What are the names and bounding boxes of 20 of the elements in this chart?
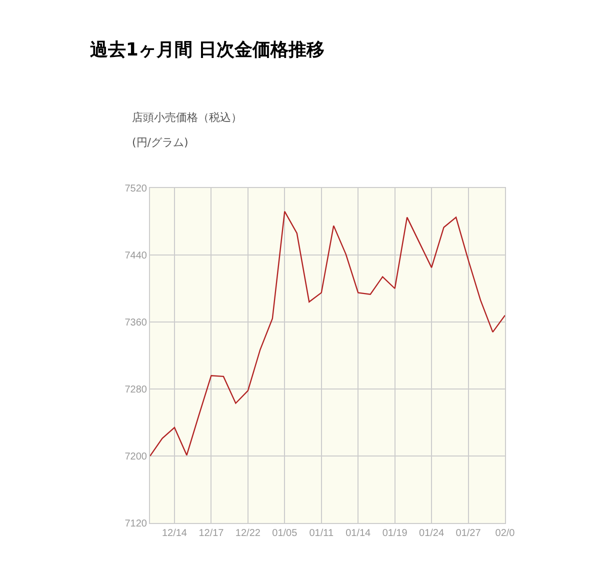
x-tick-label: 12/14 xyxy=(162,528,188,539)
y-tick-label: 7200 xyxy=(124,452,148,462)
chart-title: 過去1ヶ月間 日次金価格推移 xyxy=(88,40,325,61)
y-tick-label: 7440 xyxy=(124,250,148,262)
x-tick-label: 01/27 xyxy=(456,528,482,539)
x-tick-label: 12/17 xyxy=(198,528,224,539)
x-tick-label: 01/14 xyxy=(346,528,372,539)
chart-subtitle: 店頭小売価格（税込） xyxy=(132,111,242,124)
line-series xyxy=(150,210,505,457)
x-tick-label: 01/05 xyxy=(272,528,298,539)
x-tick-label: 01/19 xyxy=(382,528,408,539)
y-tick-label: 7120 xyxy=(124,518,148,530)
y-tick-label: 7360 xyxy=(124,318,148,328)
x-tick-label: 01/11 xyxy=(309,528,334,539)
y-tick-label: 7280 xyxy=(124,384,148,396)
x-tick-label: 01/24 xyxy=(419,528,444,539)
x-tick-label: 02/0 xyxy=(495,528,516,539)
y-axis-title: (円/グラム) xyxy=(132,136,188,149)
y-tick-label: 7520 xyxy=(124,184,148,194)
x-tick-label: 12/22 xyxy=(235,528,261,539)
